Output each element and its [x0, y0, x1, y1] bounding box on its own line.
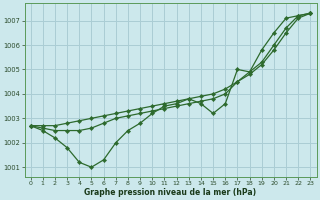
X-axis label: Graphe pression niveau de la mer (hPa): Graphe pression niveau de la mer (hPa) — [84, 188, 257, 197]
